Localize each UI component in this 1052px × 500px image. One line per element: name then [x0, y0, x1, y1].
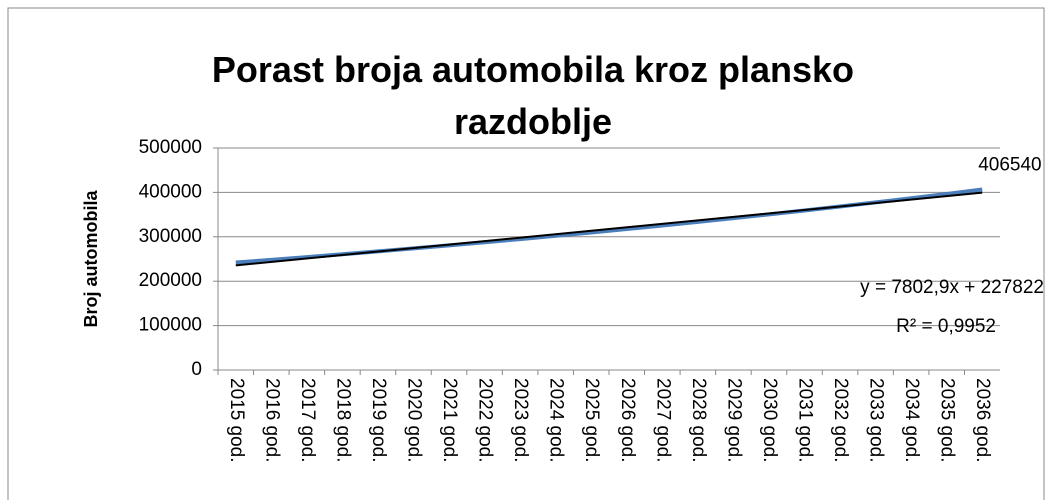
x-tick-label: 2028 god. — [688, 378, 709, 463]
y-axis-title: Broj automobila — [81, 190, 101, 328]
x-tick-label: 2020 god. — [403, 378, 424, 463]
trendline-r-squared: R² = 0,9952 — [896, 316, 996, 337]
data-label: 406540 — [978, 155, 1041, 176]
x-tick-label: 2023 god. — [510, 378, 531, 463]
y-tick-label: 0 — [191, 359, 202, 380]
x-tick-label: 2035 god. — [937, 378, 958, 463]
y-tick-label: 100000 — [139, 315, 202, 336]
x-tick-label: 2034 god. — [901, 378, 922, 463]
x-tick-label: 2029 god. — [723, 378, 744, 463]
x-tick-label: 2031 god. — [794, 378, 815, 463]
x-tick-label: 2015 god. — [226, 378, 247, 463]
x-tick-label: 2024 god. — [546, 378, 567, 463]
x-tick-label: 2030 god. — [759, 378, 780, 463]
data-line — [235, 187, 983, 265]
trendline-equation: y = 7802,9x + 227822 — [860, 277, 1044, 298]
x-tick-label: 2033 god. — [866, 378, 887, 463]
x-tick-label: 2021 god. — [439, 378, 460, 463]
chart-border — [7, 7, 1045, 500]
x-tick-label: 2018 god. — [332, 378, 353, 463]
y-tick-label: 500000 — [139, 137, 202, 158]
x-tick-label: 2032 god. — [830, 378, 851, 463]
x-tick-label: 2019 god. — [368, 378, 389, 463]
x-tick-label: 2027 god. — [652, 378, 673, 463]
x-tick-label: 2025 god. — [581, 378, 602, 463]
y-tick-label: 300000 — [139, 226, 202, 247]
y-tick-label: 200000 — [139, 270, 202, 291]
x-tick-label: 2026 god. — [617, 378, 638, 463]
x-tick-label: 2017 god. — [297, 378, 318, 463]
trendline — [235, 191, 983, 267]
x-tick-label: 2036 god. — [972, 378, 993, 463]
x-tick-label: 2022 god. — [475, 378, 496, 463]
x-tick-label: 2016 god. — [261, 378, 282, 463]
y-tick-label: 400000 — [139, 181, 202, 202]
chart-title: Porast broja automobila kroz plansko raz… — [211, 49, 855, 142]
